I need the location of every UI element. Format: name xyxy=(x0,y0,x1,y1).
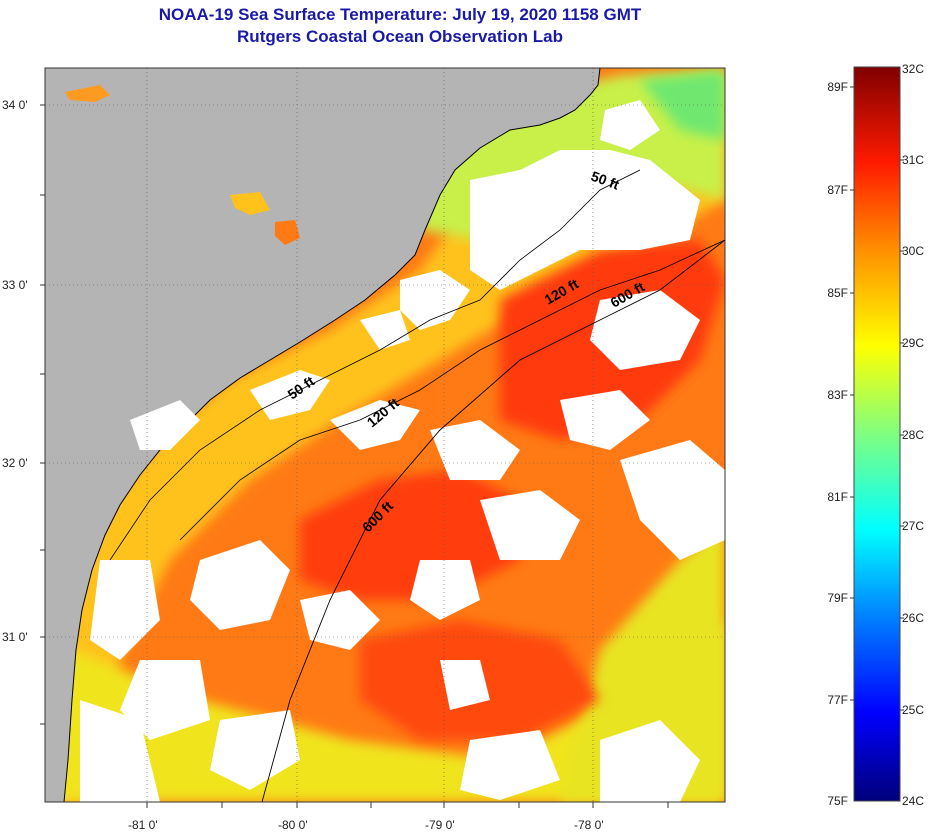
southeast-yellow-water xyxy=(560,520,725,802)
colorbar-c-29: 29C xyxy=(902,336,925,350)
lat-label-34: 34 0' xyxy=(2,98,28,112)
cloud-cover xyxy=(80,100,725,802)
inland-lake-marion xyxy=(275,220,300,245)
colorbar-f-77: 77F xyxy=(827,693,848,707)
colorbar-c-32: 32C xyxy=(902,62,925,76)
lon-label-79: -79 0' xyxy=(425,818,455,832)
lat-label-33: 33 0' xyxy=(2,278,28,292)
colorbar-c-28: 28C xyxy=(902,428,925,442)
colorbar-f-89: 89F xyxy=(827,80,848,94)
land-mass xyxy=(45,68,600,802)
lon-label-78: -78 0' xyxy=(574,818,604,832)
colorbar-c-30: 30C xyxy=(902,244,925,258)
northern-green-patch xyxy=(640,70,725,140)
colorbar-c-24: 24C xyxy=(902,794,925,808)
colorbar-c-31: 31C xyxy=(902,153,925,167)
colorbar-f-87: 87F xyxy=(827,183,848,197)
axis-ticks xyxy=(40,104,669,808)
lat-label-32: 32 0' xyxy=(2,456,28,470)
colorbar-f-79: 79F xyxy=(827,591,848,605)
colorbar-f-75: 75F xyxy=(827,794,848,808)
inland-lake-central xyxy=(230,192,270,215)
colorbar-ticks xyxy=(850,86,904,711)
lon-label-80: -80 0' xyxy=(278,818,308,832)
map-frame xyxy=(44,67,726,803)
colorbar-c-26: 26C xyxy=(902,611,925,625)
inland-lake-north xyxy=(65,85,110,102)
colorbar-f-83: 83F xyxy=(827,388,848,402)
colorbar-c-25: 25C xyxy=(902,703,925,717)
colorbar-c-27: 27C xyxy=(902,519,925,533)
lon-label-81: -81 0' xyxy=(128,818,158,832)
colorbar-gradient xyxy=(853,66,901,802)
contour-600ft xyxy=(261,239,725,802)
map-subtitle: Rutgers Coastal Ocean Observation Lab xyxy=(237,27,563,46)
map-title: NOAA-19 Sea Surface Temperature: July 19… xyxy=(158,5,642,24)
colorbar-f-85: 85F xyxy=(827,286,848,300)
coastline xyxy=(63,68,601,802)
lat-label-31: 31 0' xyxy=(2,630,28,644)
contour-50ft xyxy=(109,169,641,561)
colorbar-f-81: 81F xyxy=(827,490,848,504)
graticule xyxy=(45,68,725,802)
contour-120ft xyxy=(179,239,725,541)
